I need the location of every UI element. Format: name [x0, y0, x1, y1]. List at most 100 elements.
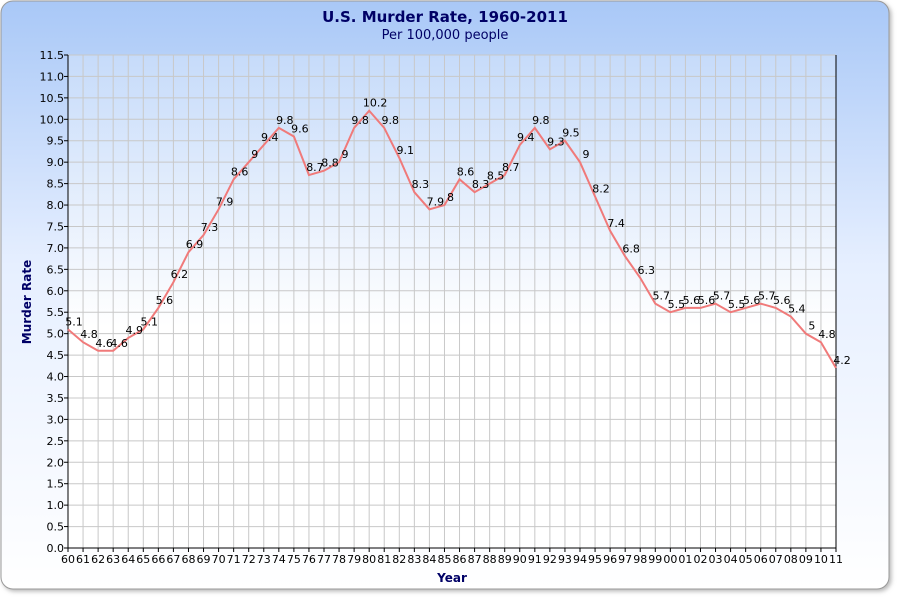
x-tick-label: 94: [573, 553, 587, 566]
x-tick-label: 84: [422, 553, 436, 566]
x-tick-label: 01: [678, 553, 692, 566]
data-label: 9: [251, 148, 258, 161]
x-tick-label: 77: [317, 553, 331, 566]
x-tick-label: 08: [784, 553, 798, 566]
data-label: 9.8: [381, 114, 399, 127]
x-tick-label: 83: [407, 553, 421, 566]
y-tick-label: 9.0: [47, 156, 65, 169]
y-tick-label: 2.5: [47, 435, 65, 448]
x-tick-label: 85: [437, 553, 451, 566]
y-tick-label: 2.0: [47, 456, 65, 469]
y-tick-label: 3.5: [47, 392, 65, 405]
x-tick-label: 00: [663, 553, 677, 566]
data-label: 5.6: [743, 294, 761, 307]
data-label: 7.4: [607, 217, 625, 230]
x-tick-label: 66: [151, 553, 165, 566]
y-tick-label: 0.5: [47, 521, 65, 534]
y-tick-label: 10.0: [40, 113, 65, 126]
y-tick-label: 7.5: [47, 220, 65, 233]
x-tick-label: 68: [181, 553, 195, 566]
x-tick-label: 60: [61, 553, 75, 566]
y-axis-label: Murder Rate: [20, 260, 34, 344]
data-label: 8.7: [502, 161, 520, 174]
x-tick-label: 63: [106, 553, 120, 566]
data-label: 8.6: [457, 165, 475, 178]
data-label: 9.4: [261, 131, 279, 144]
data-label: 5.5: [728, 298, 746, 311]
x-tick-label: 96: [603, 553, 617, 566]
data-label: 5.4: [788, 303, 806, 316]
data-label: 8.5: [487, 170, 505, 183]
x-tick-label: 09: [799, 553, 813, 566]
data-label: 5.5: [668, 298, 686, 311]
x-tick-label: 61: [76, 553, 90, 566]
data-label: 8.8: [321, 157, 339, 170]
y-tick-label: 5.0: [47, 328, 65, 341]
x-tick-label: 97: [618, 553, 632, 566]
data-label: 8.3: [412, 178, 430, 191]
data-label: 4.9: [125, 324, 143, 337]
y-tick-label: 0.0: [47, 542, 65, 555]
x-tick-label: 75: [287, 553, 301, 566]
chart-subtitle: Per 100,000 people: [382, 28, 509, 43]
data-label: 6.9: [186, 238, 204, 251]
y-tick-label: 8.5: [47, 178, 65, 191]
data-label: 6.3: [637, 264, 655, 277]
data-label: 5.7: [758, 290, 776, 303]
x-tick-label: 76: [302, 553, 316, 566]
x-tick-label: 80: [362, 553, 376, 566]
x-tick-label: 71: [227, 553, 241, 566]
data-label: 4.2: [833, 354, 851, 367]
x-tick-label: 82: [392, 553, 406, 566]
y-tick-label: 3.0: [47, 413, 65, 426]
x-tick-label: 88: [483, 553, 497, 566]
y-tick-label: 6.0: [47, 285, 65, 298]
y-tick-label: 7.0: [47, 242, 65, 255]
x-tick-label: 72: [242, 553, 256, 566]
x-tick-label: 99: [648, 553, 662, 566]
x-tick-label: 64: [121, 553, 135, 566]
data-label: 4.8: [80, 328, 98, 341]
data-label: 9.1: [397, 144, 415, 157]
data-label: 10.2: [363, 97, 388, 110]
x-tick-label: 73: [257, 553, 271, 566]
y-tick-label: 9.5: [47, 135, 65, 148]
data-label: 9.4: [517, 131, 535, 144]
x-tick-label: 07: [769, 553, 783, 566]
x-tick-label: 86: [453, 553, 467, 566]
x-tick-label: 67: [166, 553, 180, 566]
x-tick-label: 04: [724, 553, 738, 566]
x-axis-label: Year: [436, 571, 467, 585]
plot-area: [68, 55, 836, 548]
x-tick-label: 69: [197, 553, 211, 566]
data-label: 9.8: [351, 114, 369, 127]
data-label: 5.1: [141, 315, 159, 328]
data-label: 8.2: [592, 182, 610, 195]
data-label: 8.7: [306, 161, 324, 174]
x-tick-label: 70: [212, 553, 226, 566]
y-tick-label: 11.5: [40, 49, 65, 62]
y-tick-label: 1.5: [47, 478, 65, 491]
y-tick-label: 5.5: [47, 306, 65, 319]
y-tick-label: 8.0: [47, 199, 65, 212]
y-tick-label: 10.5: [40, 92, 65, 105]
x-tick-label: 11: [829, 553, 843, 566]
x-tick-label: 06: [754, 553, 768, 566]
data-label: 5.6: [773, 294, 791, 307]
x-tick-label: 91: [528, 553, 542, 566]
data-label: 5.6: [156, 294, 174, 307]
x-tick-label: 79: [347, 553, 361, 566]
data-label: 9: [342, 148, 349, 161]
x-tick-label: 74: [272, 553, 286, 566]
data-label: 7.3: [201, 221, 219, 234]
data-label: 4.6: [95, 337, 113, 350]
data-label: 5.7: [653, 290, 671, 303]
x-tick-label: 92: [543, 553, 557, 566]
x-tick-label: 78: [332, 553, 346, 566]
data-label: 4.8: [818, 328, 836, 341]
y-tick-label: 4.0: [47, 371, 65, 384]
series-line-murder-rate: [67, 109, 837, 369]
x-tick-label: 95: [588, 553, 602, 566]
x-axis-ticks: 60 61 62 63 64 65 66 67 68 69 70 71 72 73 74 75 76 77 78 79…: [61, 548, 843, 566]
data-label: 9.6: [291, 122, 309, 135]
